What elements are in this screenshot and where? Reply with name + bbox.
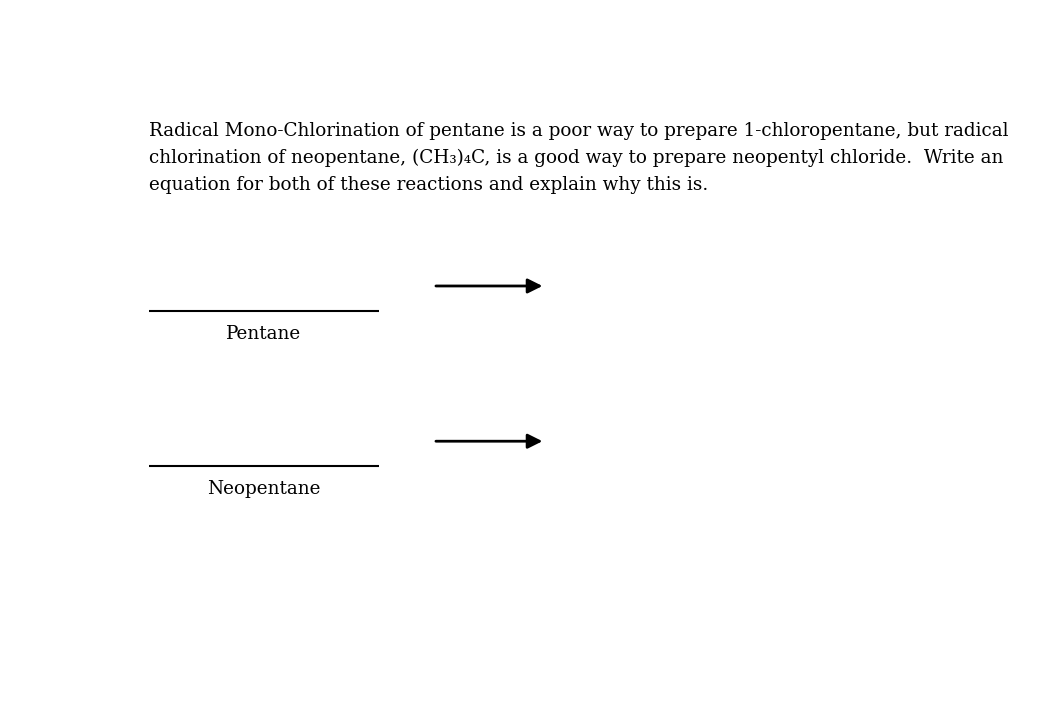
Text: equation for both of these reactions and explain why this is.: equation for both of these reactions and… xyxy=(149,176,708,194)
Text: Neopentane: Neopentane xyxy=(206,480,320,498)
Text: chlorination of neopentane, (CH₃)₄C, is a good way to prepare neopentyl chloride: chlorination of neopentane, (CH₃)₄C, is … xyxy=(149,149,1003,167)
Text: Radical Mono-Chlorination of pentane is a poor way to prepare 1-chloropentane, b: Radical Mono-Chlorination of pentane is … xyxy=(149,122,1008,140)
Text: Pentane: Pentane xyxy=(225,325,301,343)
